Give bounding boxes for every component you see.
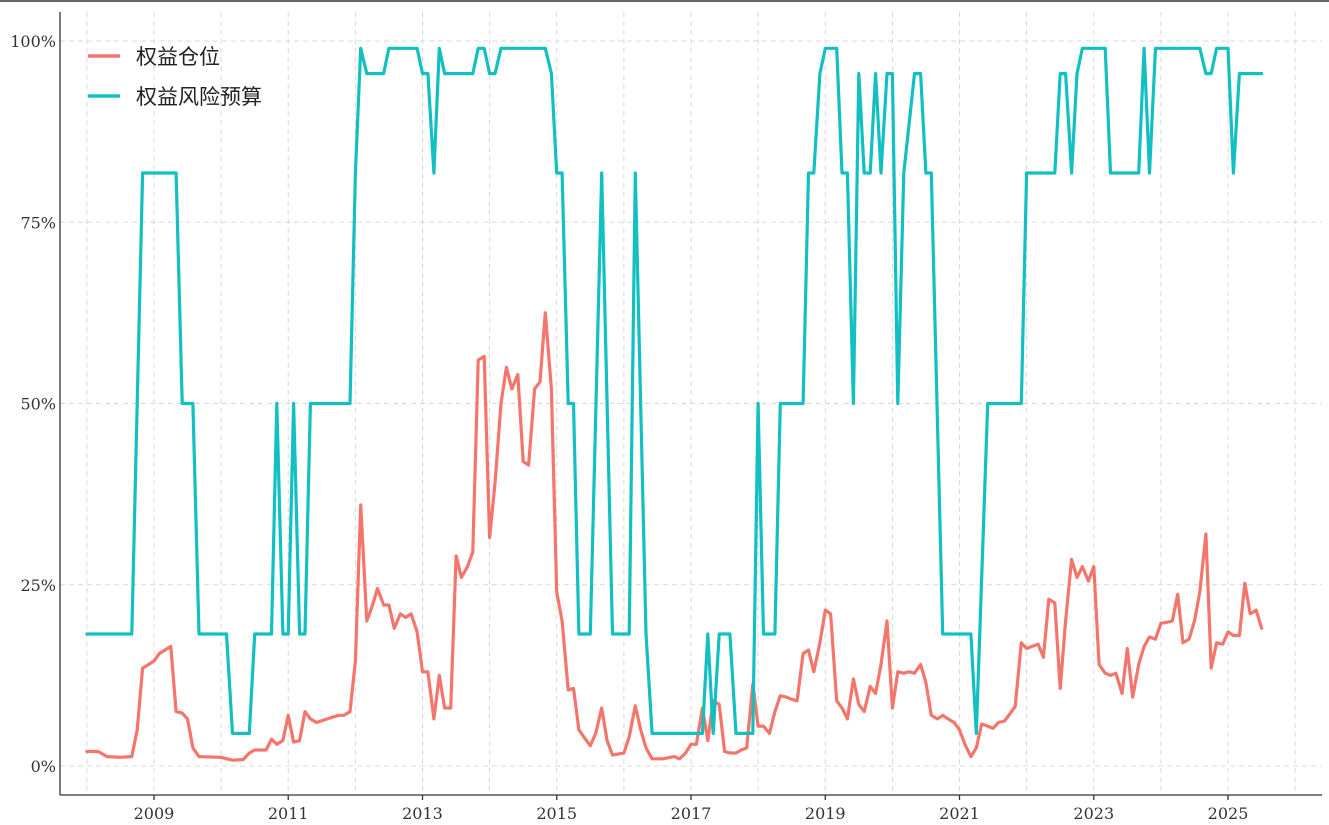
axes [59,12,1322,800]
x-tick-label: 2009 [134,804,175,823]
x-tick-label: 2011 [268,804,309,823]
x-tick-label: 2019 [805,804,846,823]
x-tick-label: 2025 [1208,804,1249,823]
x-tick-label: 2023 [1073,804,1114,823]
y-tick-label: 25% [20,576,56,595]
y-tick-label: 75% [20,213,56,232]
series-line-0 [85,311,1264,762]
x-tick-label: 2017 [671,804,712,823]
y-tick-label: 0% [31,757,56,776]
x-tick-label: 2013 [402,804,443,823]
y-tick-label: 100% [10,32,56,51]
series-line-1 [85,46,1264,736]
x-tick-label: 2021 [939,804,980,823]
legend-label: 权益风险预算 [136,85,262,109]
series-lines [85,46,1264,762]
x-tick-label: 2015 [536,804,577,823]
tick-labels: 0% 25% 50% 75% 100% 2009 2011 2013 2015 2017 2019 2… [10,32,1248,823]
y-tick-label: 50% [20,395,56,414]
legend-label: 权益仓位 [136,45,220,69]
